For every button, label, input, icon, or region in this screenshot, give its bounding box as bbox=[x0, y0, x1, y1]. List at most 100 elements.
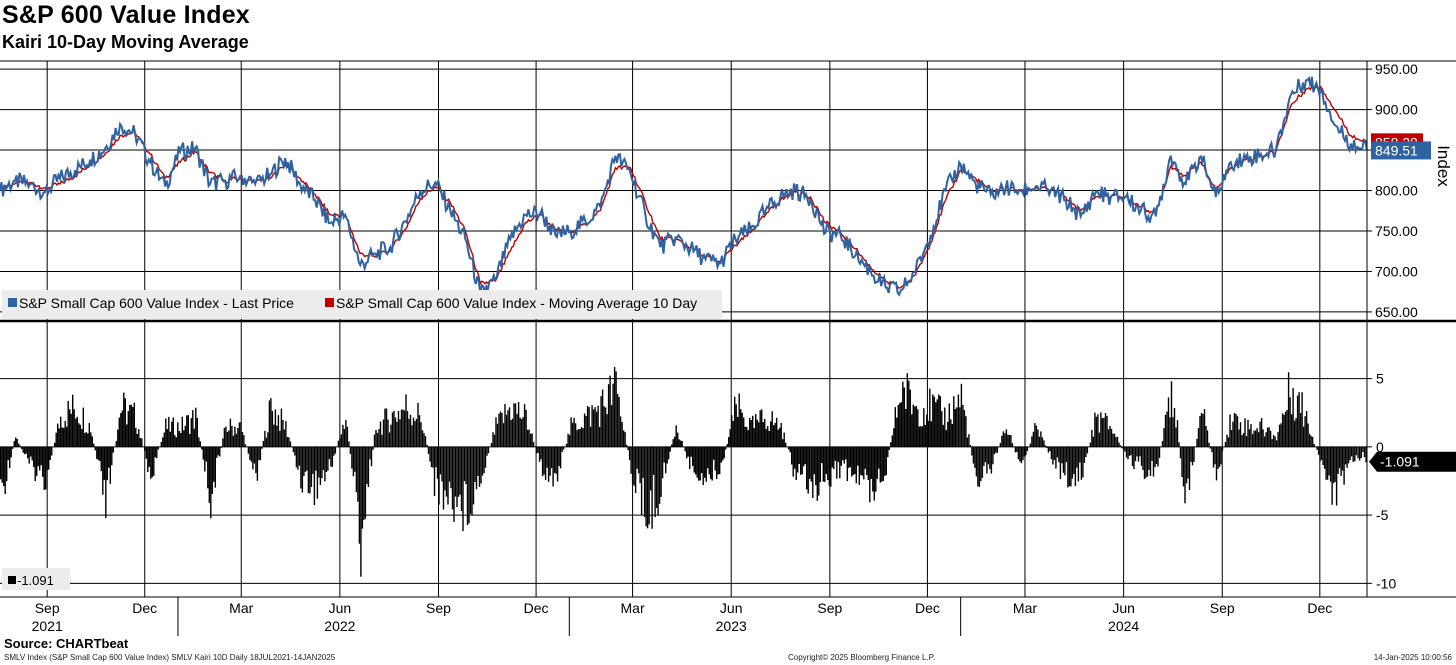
kairi-bar bbox=[1049, 446, 1051, 452]
kairi-bar bbox=[165, 418, 167, 447]
kairi-bar bbox=[851, 446, 853, 477]
kairi-bar bbox=[363, 446, 365, 520]
kairi-bar bbox=[1263, 436, 1266, 447]
kairi-bar bbox=[1190, 446, 1192, 462]
kairi-bar bbox=[579, 428, 581, 447]
kairi-bar bbox=[879, 446, 881, 483]
kairi-bar bbox=[834, 446, 836, 461]
kairi-bar bbox=[846, 446, 848, 482]
kairi-bar bbox=[725, 446, 727, 450]
kairi-bar bbox=[562, 446, 565, 450]
kairi-bar bbox=[1061, 446, 1063, 464]
kairi-bar bbox=[1362, 446, 1364, 453]
kairi-bar bbox=[96, 446, 98, 459]
kairi-bar bbox=[280, 408, 283, 447]
kairi-bar bbox=[433, 446, 436, 496]
kairi-bar bbox=[1175, 427, 1177, 447]
kairi-bar bbox=[1002, 431, 1005, 447]
chart-title: S&P 600 Value Index bbox=[2, 1, 250, 29]
kairi-bar bbox=[493, 434, 496, 447]
kairi-bar bbox=[1181, 446, 1183, 477]
kairi-bar bbox=[256, 446, 259, 481]
kairi-bar bbox=[993, 446, 996, 455]
kairi-bar bbox=[1344, 446, 1347, 465]
kairi-bar bbox=[1014, 446, 1017, 453]
y-tick-label: -10 bbox=[1376, 575, 1396, 591]
kairi-bar bbox=[1170, 381, 1173, 447]
kairi-bar bbox=[463, 446, 466, 481]
kairi-bar bbox=[1146, 446, 1149, 477]
kairi-bar bbox=[262, 440, 265, 447]
kairi-bar bbox=[1019, 446, 1021, 462]
kairi-bar bbox=[779, 427, 781, 447]
kairi-bar bbox=[183, 430, 185, 447]
kairi-bar bbox=[595, 411, 598, 447]
kairi-bar bbox=[285, 421, 287, 447]
kairi-bar bbox=[382, 419, 385, 447]
kairi-bar bbox=[427, 446, 430, 454]
kairi-bar bbox=[1151, 446, 1153, 461]
kairi-bar bbox=[603, 406, 605, 447]
kairi-bar bbox=[633, 446, 635, 486]
kairi-bar bbox=[513, 403, 515, 447]
kairi-bar bbox=[18, 443, 20, 447]
kairi-bar bbox=[1067, 446, 1069, 488]
kairi-bar bbox=[671, 444, 673, 447]
kairi-bar bbox=[36, 446, 38, 477]
kairi-bar bbox=[666, 446, 668, 464]
kairi-bar bbox=[474, 446, 476, 482]
kairi-bar bbox=[1023, 446, 1026, 457]
kairi-bar bbox=[454, 446, 457, 497]
kairi-bar bbox=[99, 446, 101, 462]
kairi-bar bbox=[1116, 436, 1119, 447]
footer-copyright: Copyright© 2025 Bloomberg Finance L.P. bbox=[788, 653, 936, 662]
kairi-bar bbox=[893, 428, 895, 447]
kairi-bar bbox=[45, 446, 47, 490]
kairi-bar bbox=[789, 446, 791, 453]
kairi-bar bbox=[213, 446, 215, 482]
kairi-bar bbox=[504, 404, 506, 447]
kairi-bar bbox=[1307, 423, 1309, 447]
kairi-bar bbox=[1257, 432, 1260, 447]
kairi-bar bbox=[1179, 446, 1182, 459]
kairi-bar bbox=[854, 446, 856, 475]
kairi-bar bbox=[646, 446, 649, 529]
kairi-bar bbox=[1283, 414, 1285, 447]
kairi-bar bbox=[54, 442, 56, 447]
kairi-bar bbox=[286, 437, 289, 447]
kairi-bar bbox=[289, 441, 292, 447]
kairi-bar bbox=[950, 419, 952, 447]
kairi-bar bbox=[601, 389, 604, 447]
kairi-bar bbox=[465, 446, 467, 484]
kairi-bar bbox=[1167, 397, 1170, 447]
kairi-bar bbox=[1278, 424, 1281, 447]
kairi-bar bbox=[1031, 436, 1033, 447]
kairi-bar bbox=[819, 446, 821, 483]
kairi-bar bbox=[274, 409, 277, 447]
kairi-bar bbox=[538, 446, 541, 462]
kairi-bar bbox=[79, 424, 81, 447]
kairi-bar bbox=[372, 446, 374, 450]
kairi-bar bbox=[1286, 409, 1288, 447]
kairi-bar bbox=[1325, 446, 1327, 480]
kairi-bar bbox=[1050, 446, 1053, 460]
kairi-bar bbox=[588, 407, 590, 447]
kairi-bar bbox=[1041, 437, 1044, 447]
kairi-bar bbox=[243, 435, 245, 447]
kairi-bar bbox=[333, 446, 335, 456]
kairi-bar bbox=[1118, 442, 1120, 447]
kairi-bar bbox=[777, 429, 779, 447]
kairi-bar bbox=[12, 446, 14, 449]
kairi-bar bbox=[947, 421, 949, 447]
kairi-bar bbox=[1038, 436, 1041, 447]
kairi-bar bbox=[1020, 446, 1023, 464]
kairi-bar bbox=[744, 426, 746, 447]
kairi-bar bbox=[621, 422, 623, 447]
kairi-bar bbox=[483, 446, 485, 474]
kairi-bar bbox=[732, 421, 734, 447]
kairi-bar bbox=[776, 417, 778, 447]
kairi-bar bbox=[522, 417, 524, 447]
kairi-bar bbox=[1055, 446, 1057, 469]
kairi-bar bbox=[1101, 418, 1104, 447]
kairi-bar bbox=[1310, 435, 1312, 447]
